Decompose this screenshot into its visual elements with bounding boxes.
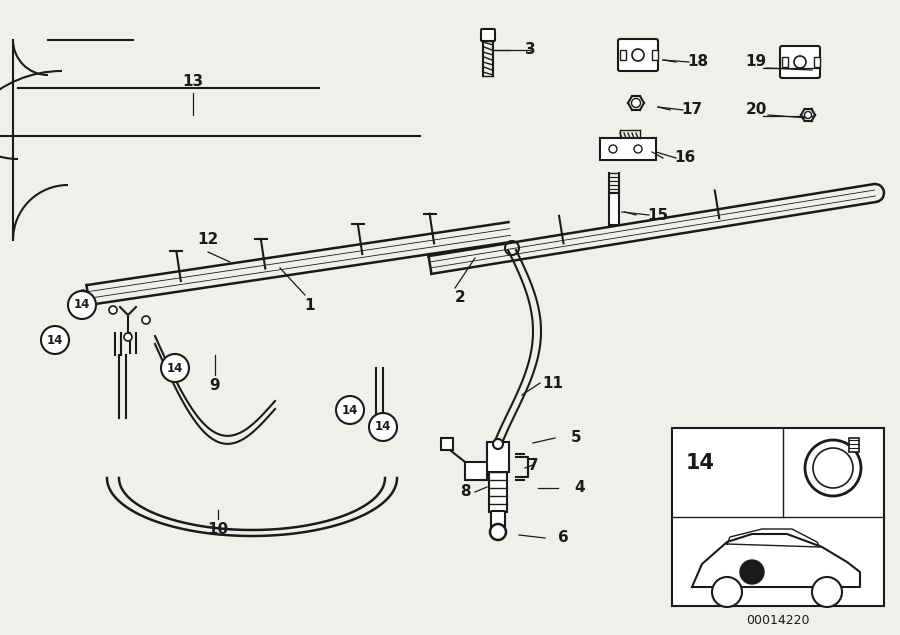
Circle shape [78, 290, 88, 300]
Circle shape [813, 448, 853, 488]
Bar [620, 50, 626, 60]
Text: 14: 14 [74, 298, 90, 312]
Circle shape [805, 440, 861, 496]
Circle shape [493, 439, 503, 449]
Circle shape [634, 145, 642, 153]
Text: 11: 11 [543, 375, 563, 391]
Text: 8: 8 [460, 485, 471, 500]
Text: 18: 18 [688, 55, 708, 69]
Circle shape [161, 354, 189, 382]
Text: 17: 17 [681, 102, 703, 117]
Text: 14: 14 [166, 361, 184, 375]
Bar [814, 57, 820, 67]
Circle shape [124, 333, 132, 341]
Circle shape [632, 98, 641, 107]
Circle shape [609, 145, 617, 153]
Circle shape [794, 56, 806, 68]
Circle shape [142, 316, 150, 324]
Text: 7: 7 [527, 457, 538, 472]
Text: 10: 10 [207, 523, 229, 537]
Text: 14: 14 [47, 333, 63, 347]
Bar [652, 50, 658, 60]
Circle shape [490, 524, 506, 540]
Text: 2: 2 [454, 290, 465, 305]
Bar [672, 428, 884, 606]
FancyBboxPatch shape [780, 46, 820, 78]
Bar [600, 138, 656, 160]
Text: 14: 14 [342, 403, 358, 417]
FancyBboxPatch shape [481, 29, 495, 41]
Circle shape [712, 577, 742, 607]
Text: 19: 19 [745, 55, 767, 69]
Bar [849, 438, 859, 452]
Circle shape [336, 396, 364, 424]
FancyBboxPatch shape [491, 511, 505, 528]
Text: 4: 4 [575, 481, 585, 495]
Bar [489, 472, 507, 512]
Bar [465, 462, 487, 480]
Text: 3: 3 [525, 43, 535, 58]
Text: 13: 13 [183, 74, 203, 90]
Text: 9: 9 [210, 377, 220, 392]
Text: 5: 5 [571, 431, 581, 446]
Circle shape [805, 112, 812, 119]
Circle shape [632, 49, 644, 61]
FancyBboxPatch shape [618, 39, 658, 71]
Text: 14: 14 [686, 453, 715, 473]
Text: 6: 6 [558, 530, 569, 545]
Circle shape [369, 413, 397, 441]
Bar [487, 442, 509, 472]
Text: 16: 16 [674, 150, 696, 166]
Text: 12: 12 [197, 232, 219, 248]
Text: 14: 14 [374, 420, 392, 434]
Circle shape [109, 306, 117, 314]
Text: 00014220: 00014220 [746, 613, 810, 627]
Text: 1: 1 [305, 298, 315, 312]
Circle shape [812, 577, 842, 607]
Text: 15: 15 [647, 208, 669, 222]
Bar [609, 193, 619, 225]
Circle shape [78, 302, 88, 312]
Bar [782, 57, 788, 67]
Circle shape [68, 291, 96, 319]
Bar [441, 438, 453, 450]
Circle shape [41, 326, 69, 354]
Text: 20: 20 [745, 102, 767, 117]
Circle shape [740, 560, 764, 584]
